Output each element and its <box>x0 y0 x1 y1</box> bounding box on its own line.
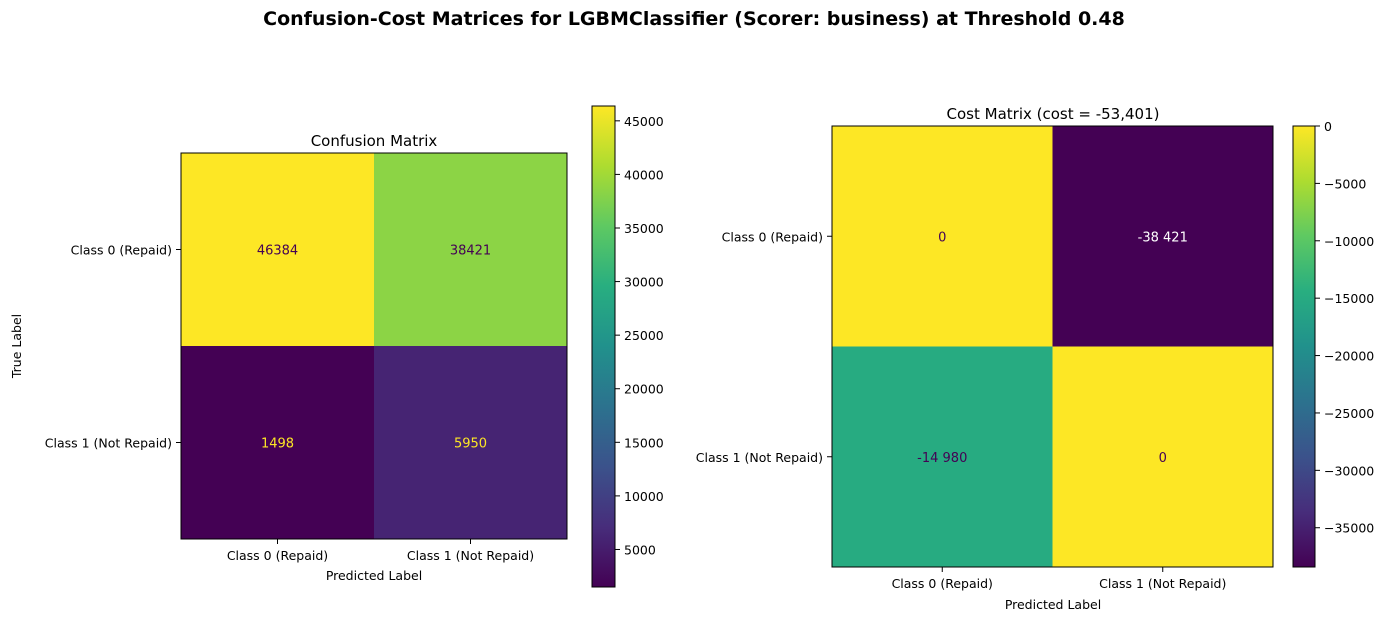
cost-cell-label: 0 <box>1159 451 1167 466</box>
cost-cell <box>832 346 1053 568</box>
confusion-cell <box>374 346 568 540</box>
confusion-ytick-label: Class 0 (Repaid) <box>71 243 172 258</box>
cost-colorbar-tick-label: −25000 <box>1324 406 1374 421</box>
confusion-colorbar-tick-label: 10000 <box>624 489 664 504</box>
cost-ytick-label: Class 0 (Repaid) <box>722 229 823 244</box>
confusion-colorbar-tick-label: 5000 <box>624 542 656 557</box>
cost-ytick-label: Class 1 (Not Repaid) <box>696 450 823 465</box>
confusion-cell-label: 38421 <box>450 244 491 259</box>
confusion-colorbar-tick-label: 45000 <box>624 114 664 129</box>
cost-matrix-title: Cost Matrix (cost = -53,401) <box>947 105 1160 123</box>
cost-colorbar-tick-label: −20000 <box>1324 349 1374 364</box>
confusion-colorbar-tick-label: 20000 <box>624 382 664 397</box>
cost-cell <box>1052 346 1274 568</box>
confusion-xtick-label: Class 1 (Not Repaid) <box>407 548 534 563</box>
confusion-ytick-label: Class 1 (Not Repaid) <box>45 436 172 451</box>
cost-colorbar-tick-label: −10000 <box>1324 234 1374 249</box>
confusion-colorbar <box>591 105 616 588</box>
confusion-cell-label: 5950 <box>454 437 487 452</box>
confusion-matrix-xlabel: Predicted Label <box>326 568 422 583</box>
cost-xtick-label: Class 0 (Repaid) <box>892 576 993 591</box>
cost-cell <box>832 126 1053 347</box>
cost-colorbar-tick-label: −30000 <box>1324 463 1374 478</box>
cost-colorbar <box>1292 125 1316 568</box>
cost-cell <box>1052 126 1274 347</box>
confusion-xtick-label: Class 0 (Repaid) <box>227 548 328 563</box>
confusion-matrix-title: Confusion Matrix <box>311 132 438 150</box>
cost-colorbar-tick-label: −35000 <box>1324 521 1374 536</box>
confusion-colorbar-tick-label: 35000 <box>624 221 664 236</box>
figure-suptitle: Confusion-Cost Matrices for LGBMClassifi… <box>263 8 1125 30</box>
cost-matrix-panel: Cost Matrix (cost = -53,401) Predicted L… <box>696 105 1375 612</box>
cost-matrix-xlabel: Predicted Label <box>1005 597 1101 612</box>
confusion-matrix-ylabel: True Label <box>9 314 24 379</box>
confusion-cell <box>181 153 375 347</box>
cost-colorbar-tick-label: −5000 <box>1324 176 1366 191</box>
cost-cell-label: -14 980 <box>917 451 967 466</box>
confusion-cell-label: 46384 <box>257 244 298 259</box>
confusion-colorbar-tick-label: 30000 <box>624 275 664 290</box>
confusion-colorbar-tick-label: 40000 <box>624 167 664 182</box>
cost-colorbar-tick-label: −15000 <box>1324 291 1374 306</box>
cost-xtick-label: Class 1 (Not Repaid) <box>1099 576 1226 591</box>
confusion-cell <box>181 346 375 540</box>
cost-cell-label: 0 <box>938 230 946 245</box>
confusion-colorbar-tick-label: 25000 <box>624 328 664 343</box>
confusion-matrix-panel: Confusion Matrix Predicted Label True La… <box>9 105 664 588</box>
cost-cell-label: -38 421 <box>1138 230 1188 245</box>
cost-axes-frame <box>831 125 1274 568</box>
confusion-axes-frame <box>180 152 568 540</box>
confusion-cell <box>374 153 568 347</box>
confusion-colorbar-tick-label: 15000 <box>624 435 664 450</box>
confusion-cell-label: 1498 <box>261 437 294 452</box>
cost-colorbar-tick-label: 0 <box>1324 119 1332 134</box>
